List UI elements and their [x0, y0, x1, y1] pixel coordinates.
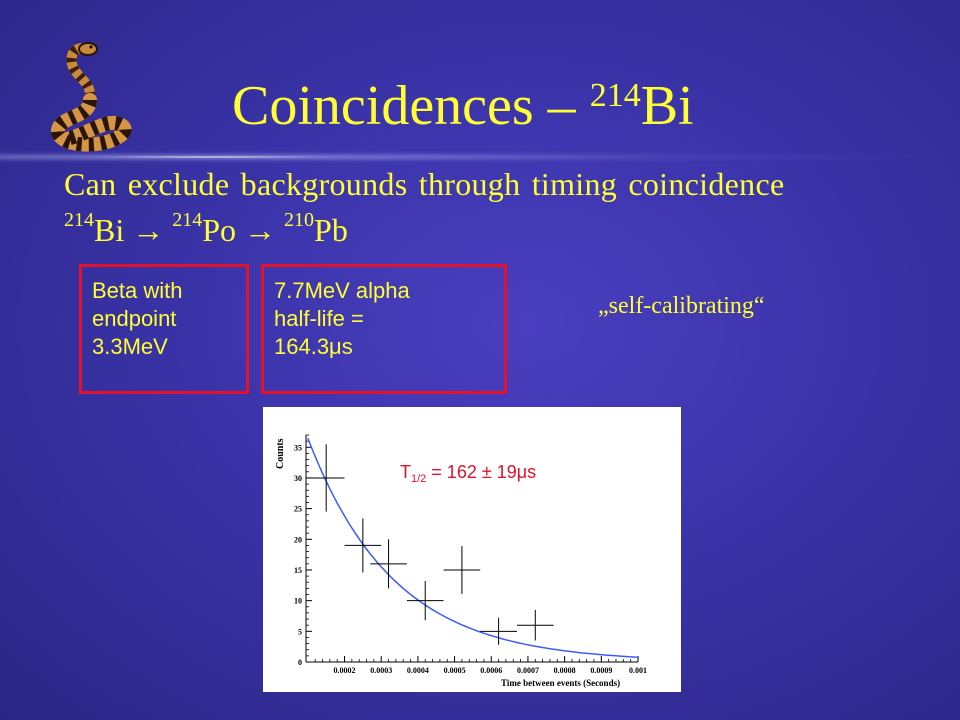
decay-chain: 214Bi → 214Po → 210Pb [64, 209, 348, 249]
chart-svg: 0 5 10 15 20 25 30 35 0.0002 0.0003 0.0004 0.0005 0.… [275, 434, 647, 688]
y-tick-label: 10 [294, 597, 302, 606]
data-point [443, 546, 481, 594]
decay-time-plot: 0 5 10 15 20 25 30 35 0.0002 0.0003 0.0004 0.0005 0.… [263, 407, 681, 692]
x-tick-label: 0.0009 [590, 666, 612, 675]
beta-info-box: Beta with endpoint 3.3MeV [79, 264, 249, 394]
slide-title: Coincidences – 214Bi [232, 74, 694, 138]
decay-el-3: Pb [314, 212, 348, 248]
data-point [480, 617, 517, 645]
y-tick-label: 25 [294, 505, 302, 514]
data-point [406, 581, 444, 621]
alpha-info-box: 7.7MeV alpha half-life = 164.3μs [261, 264, 507, 394]
data-point [344, 518, 382, 573]
chart-ticks: 0 5 10 15 20 25 30 35 0.0002 0.0003 0.0004 0.0005 0.… [294, 434, 647, 675]
title-main: Coincidences – [232, 75, 576, 137]
y-axis-label: Counts [275, 438, 286, 469]
x-tick-label: 0.0002 [334, 666, 356, 675]
decay-iso-3: 210 [284, 209, 315, 232]
decay-el-1: Bi [94, 212, 125, 248]
cobra-icon [51, 42, 132, 152]
data-points [307, 444, 554, 645]
y-tick-label: 5 [298, 627, 302, 636]
x-tick-label: 0.0004 [407, 666, 429, 675]
annotation-rest: = 162 ± 19μs [426, 462, 536, 482]
decay-el-2: Po [202, 212, 237, 248]
decay-arrow-1: → [132, 212, 165, 248]
alpha-line-1: 7.7MeV alpha [274, 278, 410, 303]
header-light-streak [0, 150, 960, 164]
title-element: Bi [640, 75, 694, 137]
y-tick-label: 35 [294, 443, 302, 452]
x-tick-label: 0.001 [629, 666, 647, 675]
x-tick-label: 0.0005 [444, 666, 466, 675]
alpha-line-3: 164.3μs [274, 334, 353, 359]
x-tick-label: 0.0006 [480, 666, 502, 675]
x-tick-label: 0.0008 [554, 666, 576, 675]
title-isotope: 214 [589, 77, 641, 115]
y-tick-label: 15 [294, 566, 302, 575]
data-point [516, 609, 554, 641]
half-life-annotation: T1/2 = 162 ± 19μs [400, 462, 536, 485]
x-axis-label: Time between events (Seconds) [501, 678, 620, 688]
y-tick-label: 20 [294, 535, 302, 544]
annotation-sub: 1/2 [411, 473, 426, 485]
y-tick-label: 30 [294, 474, 302, 483]
annotation-main: T [400, 462, 411, 482]
data-point [307, 444, 345, 512]
decay-iso-2: 214 [172, 209, 203, 232]
slide-subtitle: Can exclude backgrounds through timing c… [64, 166, 785, 202]
alpha-line-2: half-life = [274, 306, 364, 331]
data-point [370, 539, 407, 589]
beta-line-2: endpoint [92, 306, 177, 331]
decay-iso-1: 214 [64, 209, 94, 232]
decay-arrow-2: → [244, 212, 277, 248]
x-tick-label: 0.0003 [370, 666, 392, 675]
beta-line-1: Beta with [92, 278, 183, 303]
x-tick-label: 0.0007 [517, 666, 539, 675]
beta-line-3: 3.3MeV [92, 334, 168, 359]
y-tick-label: 0 [298, 658, 302, 667]
self-calibrating-note: „self-calibrating“ [598, 293, 765, 319]
chart-axes [305, 435, 638, 663]
